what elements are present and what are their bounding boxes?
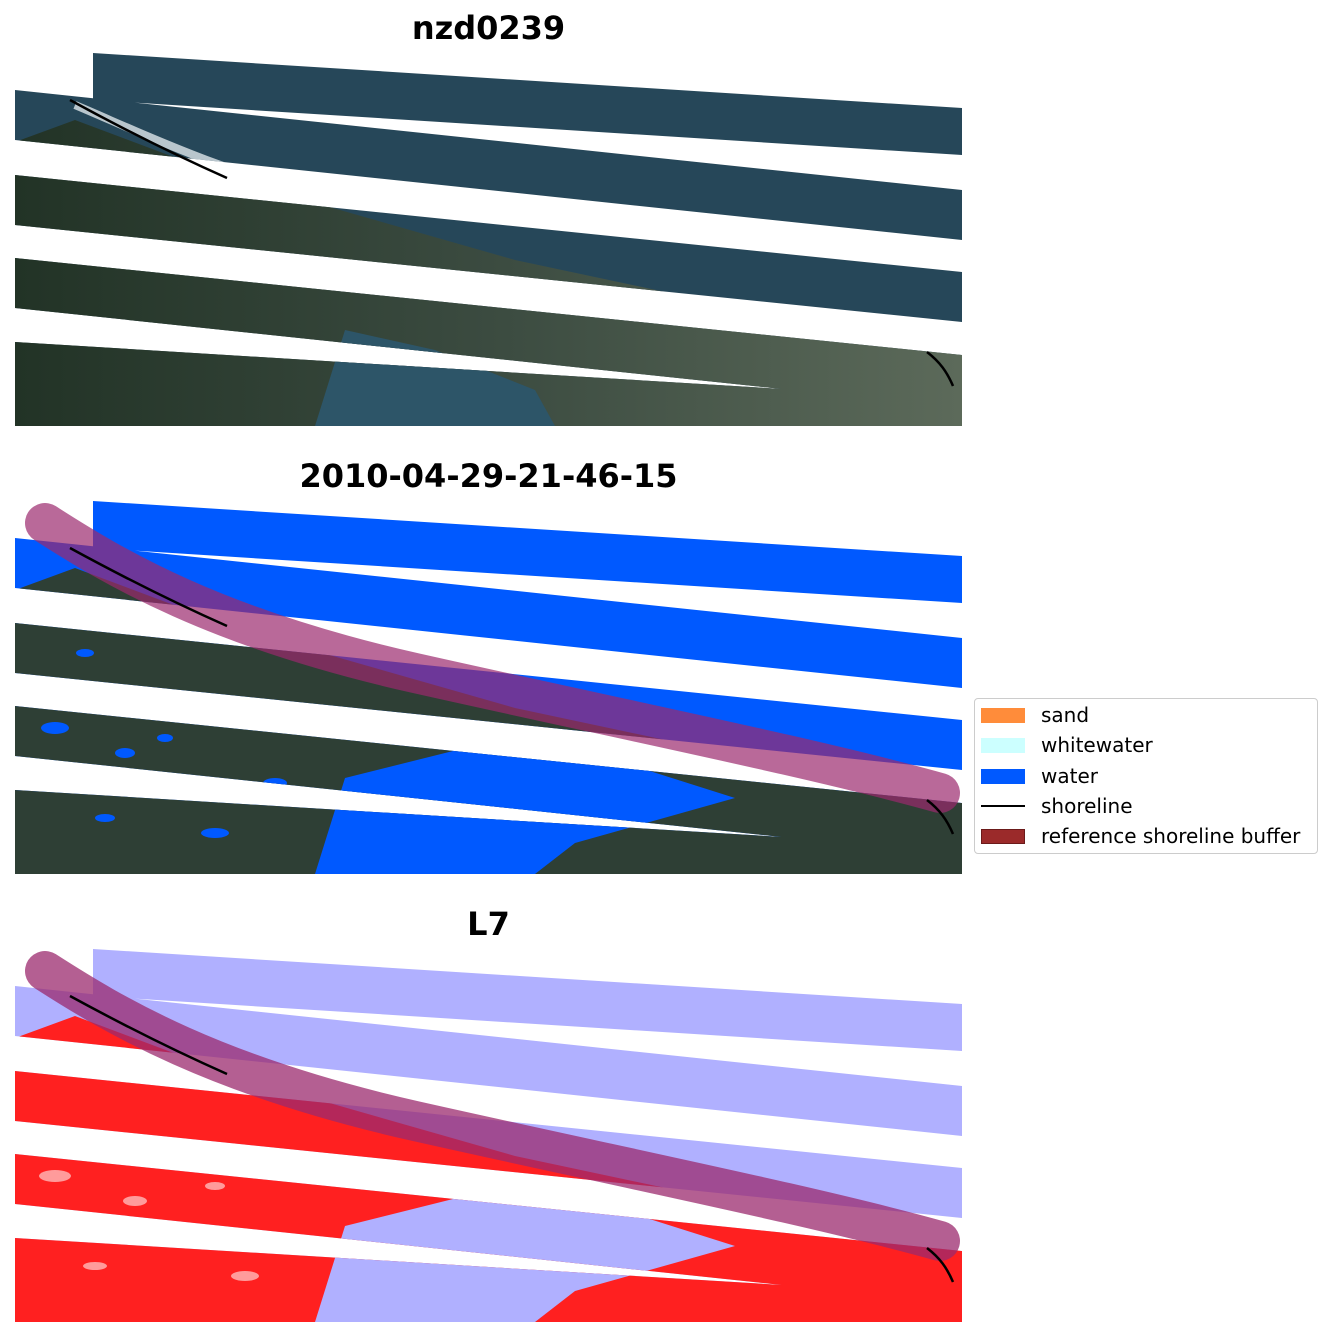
inland-water-patches xyxy=(41,649,287,838)
classification-panel xyxy=(15,501,962,874)
index-lagoon xyxy=(315,1191,735,1322)
shoreline-west xyxy=(69,994,228,1076)
legend-label: whitewater xyxy=(1041,733,1153,757)
legend: sand whitewater water shoreline referenc… xyxy=(974,698,1318,854)
legend-item-shoreline: shoreline xyxy=(981,794,1133,818)
whitewater-swatch xyxy=(981,737,1025,753)
legend-label: shoreline xyxy=(1041,794,1133,818)
rgb-image-panel xyxy=(15,53,962,426)
classification-panel-title: 2010-04-29-21-46-15 xyxy=(299,457,678,495)
reference-shoreline-buffer xyxy=(25,951,960,1261)
shoreline-east xyxy=(926,799,955,835)
shoreline-west xyxy=(69,546,228,628)
water-swatch xyxy=(981,768,1025,784)
legend-label: water xyxy=(1041,764,1098,788)
classified-lagoon xyxy=(315,743,735,874)
shoreline-line-swatch xyxy=(981,805,1025,807)
legend-label: reference shoreline buffer xyxy=(1041,824,1301,848)
legend-item-whitewater: whitewater xyxy=(981,733,1153,757)
index-panel xyxy=(15,949,962,1322)
buffer-swatch xyxy=(981,828,1025,844)
rgb-panel-title: nzd0239 xyxy=(411,9,566,47)
legend-item-sand: sand xyxy=(981,703,1090,727)
shoreline-east xyxy=(926,1247,955,1283)
index-land-texture xyxy=(39,1170,259,1281)
sand-swatch xyxy=(981,707,1025,723)
legend-label: sand xyxy=(1041,703,1090,727)
shoreline-east xyxy=(926,351,955,387)
index-panel-title: L7 xyxy=(467,905,510,943)
reference-shoreline-buffer xyxy=(25,503,960,813)
legend-item-water: water xyxy=(981,764,1098,788)
shoreline-west xyxy=(69,98,228,180)
legend-item-buffer: reference shoreline buffer xyxy=(981,824,1301,848)
